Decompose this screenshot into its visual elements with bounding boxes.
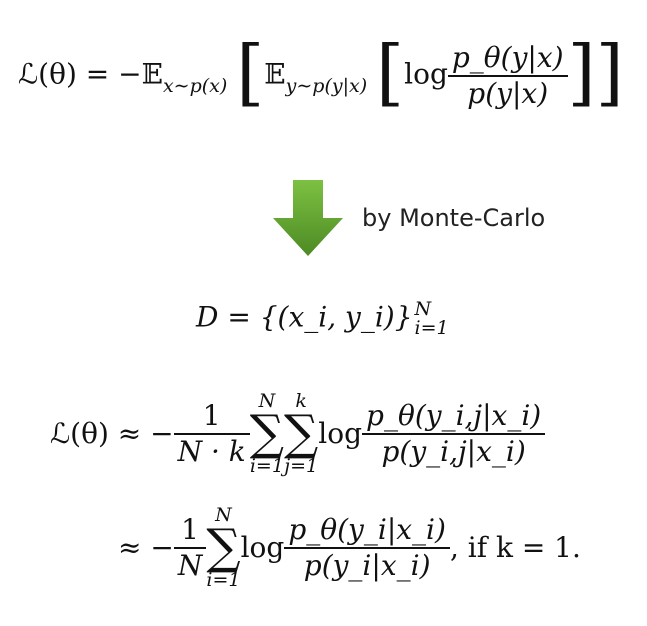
eq1-numerator: p_θ(y|x)	[451, 41, 564, 74]
eq2-log: log	[318, 416, 363, 450]
dataset-subscript: i=1	[414, 317, 449, 339]
equation-3: ≈ −1 N N ∑ i=1 log p_θ(y_i|x_i) p(y_i|x_i), if …	[118, 506, 581, 590]
eq3-coef-bar	[173, 546, 207, 549]
eq1-fraction: p_θ(y|x) p(y|x)	[447, 41, 568, 110]
eq3-coef-numerator: 1	[181, 512, 199, 546]
eq1-outer-right-bracket: ]	[595, 30, 624, 114]
eq2-numerator: p_θ(y_i,j|x_i)	[366, 398, 542, 432]
eq2-sigma-j: ∑	[284, 405, 319, 461]
eq3-coef-denominator: N	[177, 548, 203, 582]
eq3-numerator: p_θ(y_i|x_i)	[288, 512, 446, 546]
equation-2: ℒ(θ) ≈ −1 N · k N ∑ i=1 k ∑ j=1 log p_θ(y_i,j|x_i…	[50, 392, 546, 476]
eq3-denominator: p(y_i|x_i)	[303, 548, 431, 582]
eq2-sum-j-bottom: j=1	[284, 454, 319, 477]
eq1-log: log	[404, 57, 448, 91]
eq1-inner-expectation: 𝔼	[264, 57, 286, 91]
eq1-fraction-bar	[447, 75, 568, 77]
eq2-sum-j: k ∑ j=1	[284, 392, 318, 476]
eq1-inner-subscript: y∼p(y|x)	[285, 74, 368, 97]
dataset-lhs: D = {(x_i, y_i)}	[196, 300, 413, 334]
eq3-sum-bottom: i=1	[206, 568, 241, 591]
equation-1: ℒ(θ) = −𝔼x∼p(x) [𝔼y∼p(y|x) [log p_θ(y|x) p…	[18, 36, 624, 112]
eq3-fraction: p_θ(y_i|x_i) p(y_i|x_i)	[284, 512, 450, 582]
eq1-lhs: ℒ(θ) = −𝔼	[18, 57, 163, 91]
eq1-inner-right-bracket: ]	[567, 30, 596, 114]
eq1-outer-subscript: x∼p(x)	[162, 74, 228, 97]
eq1-denominator: p(y|x)	[467, 77, 549, 110]
eq2-lhs: ℒ(θ) ≈ −	[50, 416, 174, 450]
arrow-caption: by Monte-Carlo	[362, 204, 546, 232]
eq2-coef-bar	[173, 432, 250, 435]
eq2-sum-j-top: k	[295, 390, 307, 412]
eq3-sigma: ∑	[206, 519, 241, 575]
eq1-inner-left-bracket: [	[376, 30, 405, 114]
down-arrow-icon	[273, 180, 343, 256]
eq3-fraction-bar	[284, 546, 450, 549]
eq2-denominator: p(y_i,j|x_i)	[381, 434, 526, 468]
eq2-coef-numerator: 1	[202, 398, 221, 432]
eq3-lhs: ≈ −	[118, 530, 174, 564]
eq2-fraction-bar	[362, 432, 546, 435]
eq1-outer-left-bracket: [	[236, 30, 265, 114]
eq3-log: log	[240, 530, 285, 564]
eq2-sum-i: N ∑ i=1	[250, 392, 284, 476]
eq2-sum-i-bottom: i=1	[249, 454, 284, 477]
eq3-sum-top: N	[215, 504, 232, 526]
eq3-sum: N ∑ i=1	[206, 506, 240, 590]
eq3-condition: , if k = 1.	[449, 530, 581, 564]
eq2-fraction: p_θ(y_i,j|x_i) p(y_i,j|x_i)	[362, 398, 546, 468]
eq2-coef-denominator: N · k	[177, 434, 246, 468]
eq2-sum-i-top: N	[258, 390, 276, 412]
eq2-sigma-i: ∑	[249, 405, 285, 461]
dataset-superscript: N	[414, 298, 432, 320]
